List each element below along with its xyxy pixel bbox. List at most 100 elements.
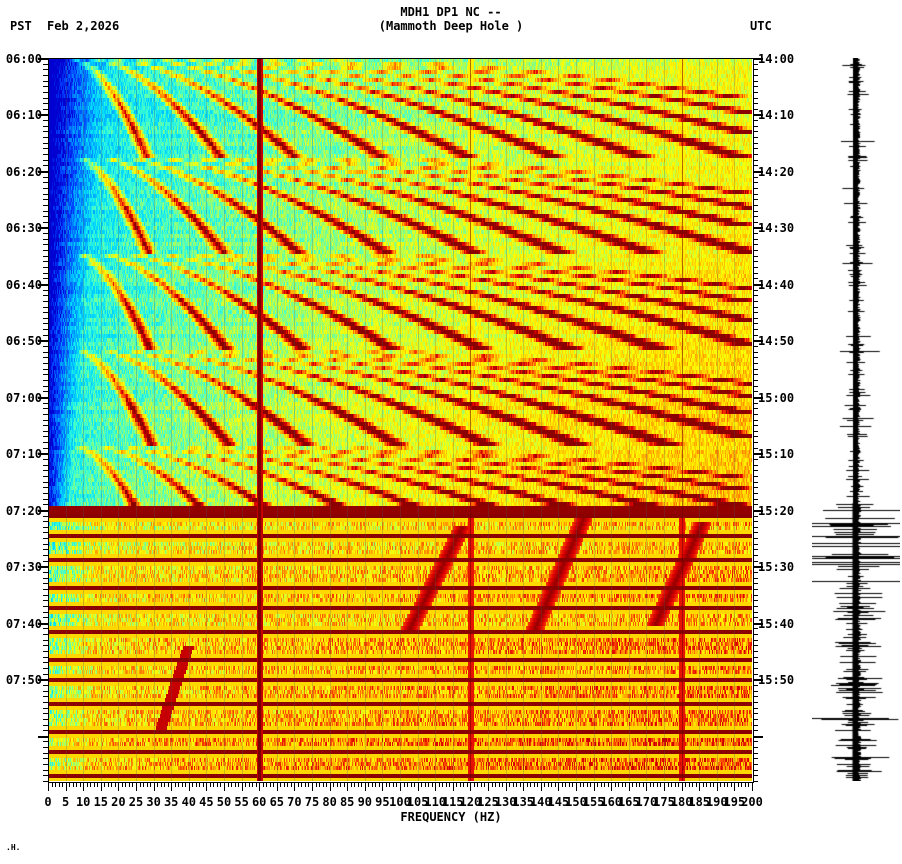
tick bbox=[730, 782, 732, 787]
tick bbox=[753, 752, 758, 754]
frequency-tick-label: 120 bbox=[459, 795, 482, 809]
tick bbox=[146, 782, 148, 787]
tick bbox=[55, 782, 57, 787]
timezone-right-label: UTC bbox=[750, 19, 772, 33]
tick bbox=[753, 504, 758, 506]
tick bbox=[43, 696, 48, 698]
tick bbox=[753, 334, 758, 336]
tick bbox=[43, 187, 48, 189]
frequency-tick-label: 80 bbox=[322, 795, 337, 809]
tick bbox=[512, 782, 514, 787]
tick bbox=[38, 396, 48, 399]
spectrogram-panel[interactable] bbox=[48, 58, 754, 783]
tick bbox=[753, 137, 758, 139]
tick bbox=[753, 741, 758, 743]
tick bbox=[607, 782, 609, 787]
tick bbox=[753, 509, 763, 512]
right-time-label: 15:50 bbox=[758, 673, 795, 688]
tick bbox=[43, 408, 48, 410]
tick bbox=[192, 782, 194, 787]
tick bbox=[753, 442, 758, 444]
frequency-tick-label: 135 bbox=[512, 795, 535, 809]
tick bbox=[523, 782, 525, 791]
tick bbox=[674, 782, 676, 787]
tick bbox=[753, 261, 758, 263]
tick bbox=[753, 735, 763, 738]
tick bbox=[753, 566, 763, 569]
tick bbox=[297, 782, 299, 787]
tick bbox=[753, 278, 758, 280]
spectrogram-canvas[interactable] bbox=[48, 58, 752, 781]
tick bbox=[753, 526, 758, 528]
tick bbox=[438, 782, 440, 787]
tick bbox=[79, 782, 81, 787]
tick bbox=[753, 103, 758, 105]
tick bbox=[753, 97, 758, 99]
right-time-label: 15:20 bbox=[758, 503, 795, 518]
tick bbox=[579, 782, 581, 787]
tick bbox=[43, 690, 48, 692]
tick bbox=[171, 782, 173, 791]
tick bbox=[69, 782, 71, 787]
tick bbox=[43, 645, 48, 647]
tick bbox=[43, 238, 48, 240]
tick bbox=[753, 464, 758, 466]
frequency-tick-label: 60 bbox=[251, 795, 267, 809]
tick bbox=[150, 782, 152, 787]
tick bbox=[635, 782, 637, 787]
tick bbox=[628, 782, 630, 791]
tick bbox=[753, 713, 758, 715]
tick bbox=[753, 402, 758, 404]
tick bbox=[692, 782, 694, 787]
tick bbox=[93, 782, 95, 787]
frequency-tick-label: 25 bbox=[128, 795, 144, 809]
tick bbox=[185, 782, 187, 787]
tick bbox=[435, 782, 437, 791]
frequency-tick-label: 155 bbox=[582, 795, 605, 809]
tick bbox=[741, 782, 743, 787]
tick bbox=[424, 782, 426, 787]
tick bbox=[753, 396, 763, 399]
tick bbox=[385, 782, 387, 787]
tick bbox=[753, 645, 758, 647]
left-time-label: 06:00 bbox=[5, 52, 42, 66]
tick bbox=[632, 782, 634, 787]
tick bbox=[414, 782, 416, 787]
frequency-tick-label: 30 bbox=[146, 795, 161, 809]
tick bbox=[530, 782, 532, 787]
tick bbox=[699, 782, 701, 791]
tick bbox=[753, 436, 758, 438]
tick bbox=[753, 430, 758, 432]
tick bbox=[43, 131, 48, 133]
tick bbox=[361, 782, 363, 787]
tick bbox=[157, 782, 159, 787]
tick bbox=[753, 781, 758, 782]
tick bbox=[276, 782, 278, 791]
frequency-tick-label: 115 bbox=[441, 795, 464, 809]
tick bbox=[753, 312, 758, 314]
right-time-label: 15:30 bbox=[758, 560, 795, 575]
tick bbox=[43, 244, 48, 246]
tick bbox=[294, 782, 296, 791]
left-time-label: 06:10 bbox=[5, 108, 42, 123]
tick bbox=[618, 782, 620, 787]
tick bbox=[43, 764, 48, 766]
tick bbox=[572, 782, 574, 787]
tick bbox=[174, 782, 176, 787]
tick bbox=[716, 782, 718, 791]
tick bbox=[227, 782, 229, 787]
tick bbox=[753, 69, 758, 71]
tick bbox=[340, 782, 342, 787]
tick bbox=[753, 572, 758, 573]
tick bbox=[519, 782, 521, 787]
right-time-label: 15:40 bbox=[758, 616, 795, 631]
tick bbox=[38, 679, 48, 682]
frequency-tick-label: 175 bbox=[653, 795, 675, 809]
tick bbox=[753, 707, 758, 709]
left-time-label: 07:50 bbox=[5, 673, 42, 688]
tick bbox=[252, 782, 254, 787]
tick bbox=[709, 782, 711, 787]
tick bbox=[43, 193, 48, 195]
tick bbox=[753, 63, 758, 65]
tick bbox=[753, 289, 758, 291]
